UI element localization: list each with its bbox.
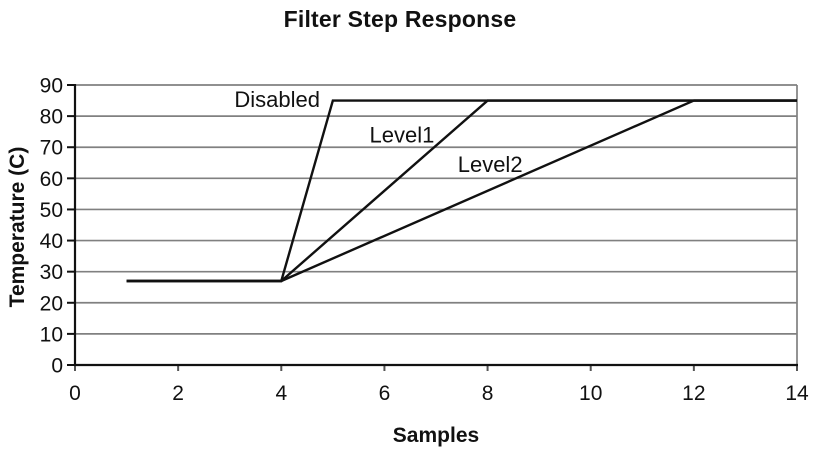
x-tick-label-10: 10 bbox=[579, 382, 602, 405]
x-tick-label-12: 12 bbox=[682, 382, 705, 405]
series-line-disabled bbox=[126, 99, 797, 283]
y-tick-label-10: 10 bbox=[40, 323, 63, 346]
x-tick-label-6: 6 bbox=[379, 382, 391, 405]
y-tick-label-40: 40 bbox=[40, 230, 63, 253]
x-tick-label-2: 2 bbox=[172, 382, 184, 405]
series-label-disabled: Disabled bbox=[234, 87, 320, 112]
y-tick-label-50: 50 bbox=[40, 199, 63, 222]
series-label-level2: Level2 bbox=[458, 152, 523, 177]
x-tick-label-14: 14 bbox=[785, 382, 809, 405]
y-tick-label-60: 60 bbox=[40, 168, 63, 191]
chart-title: Filter Step Response bbox=[283, 6, 517, 32]
series-line-level1 bbox=[126, 99, 797, 283]
y-tick-label-20: 20 bbox=[40, 292, 63, 315]
x-tick-label-4: 4 bbox=[275, 382, 287, 405]
y-tick-label-30: 30 bbox=[40, 261, 63, 284]
y-tick-label-70: 70 bbox=[40, 137, 63, 160]
y-tick-label-90: 90 bbox=[40, 75, 63, 98]
series-label-level1: Level1 bbox=[370, 123, 435, 148]
x-tick-label-8: 8 bbox=[482, 382, 494, 405]
series-line-level2 bbox=[126, 99, 797, 283]
x-axis-label: Samples bbox=[392, 424, 480, 447]
y-tick-label-80: 80 bbox=[40, 106, 63, 129]
y-tick-label-0: 0 bbox=[51, 355, 63, 378]
x-tick-label-0: 0 bbox=[69, 382, 81, 405]
